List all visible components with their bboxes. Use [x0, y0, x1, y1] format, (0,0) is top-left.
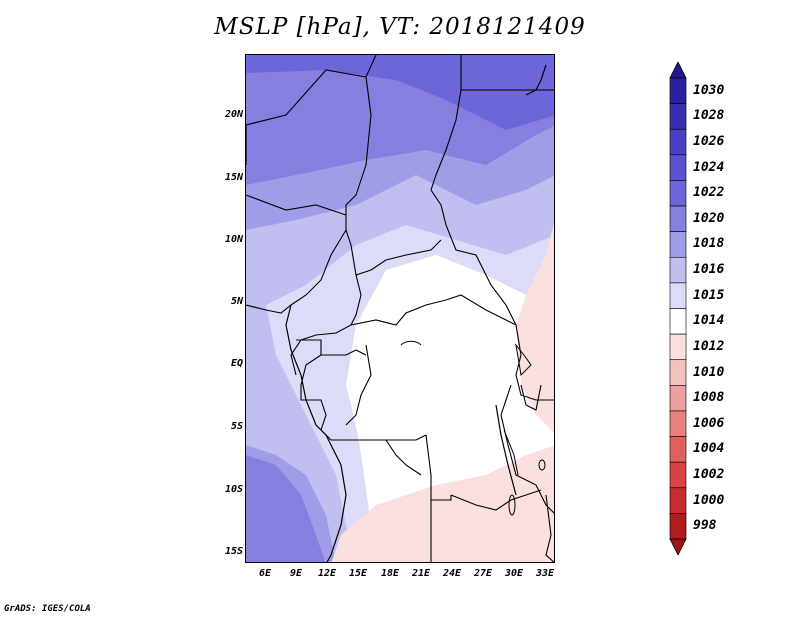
coastlines: [246, 64, 547, 562]
colorbar-label: 1022: [693, 185, 725, 201]
lon-label: 24E: [442, 568, 462, 579]
pressure-1012-area-east: [516, 223, 554, 433]
lon-label: 27E: [473, 568, 493, 579]
colorbar-label: 1024: [693, 159, 725, 175]
colorbar-swatch: [669, 487, 687, 514]
pressure-map: [245, 54, 555, 563]
lat-label: 15N: [224, 172, 243, 183]
colorbar-swatch: [669, 205, 687, 232]
colorbar-label: 1002: [693, 466, 725, 482]
lat-label: 5N: [230, 296, 243, 307]
colorbar-swatch: [669, 77, 687, 104]
colorbar-label: 1004: [693, 441, 725, 457]
colorbar: [669, 62, 687, 555]
lon-label: 33E: [535, 568, 555, 579]
colorbar-label: 1014: [693, 313, 725, 329]
lat-label: 10N: [224, 234, 243, 245]
lat-label: EQ: [230, 358, 243, 369]
colorbar-label: 998: [693, 518, 717, 534]
colorbar-label: 1016: [693, 262, 725, 278]
colorbar-label: 1000: [693, 492, 725, 508]
colorbar-label: 1026: [693, 134, 725, 150]
lon-label: 21E: [411, 568, 431, 579]
pressure-1012-area-south: [331, 445, 554, 562]
colorbar-label: 1010: [693, 364, 725, 380]
colorbar-label: 1006: [693, 415, 725, 431]
colorbar-label: 1028: [693, 108, 725, 124]
colorbar-label: 1030: [693, 82, 725, 98]
colorbar-label: 1018: [693, 236, 725, 252]
colorbar-bottom-arrow: [669, 538, 687, 555]
colorbar-swatch: [669, 513, 687, 540]
map-title: MSLP [hPa], VT: 2018121409: [214, 14, 586, 40]
colorbar-swatch: [669, 461, 687, 489]
lon-label: 12E: [317, 568, 337, 579]
lat-label: 20N: [224, 109, 243, 120]
colorbar-label: 1015: [693, 287, 725, 303]
lon-label: 30E: [504, 568, 524, 579]
colorbar-top-arrow: [669, 62, 687, 79]
lat-label: 10S: [224, 484, 243, 495]
colorbar-swatch: [669, 256, 687, 284]
pressure-1022-area: [246, 55, 554, 130]
lat-label: 5S: [230, 421, 243, 432]
pressure-1020-area-southwest: [246, 455, 326, 562]
colorbar-swatch: [669, 180, 687, 207]
colorbar-swatch: [669, 410, 687, 437]
lon-label: 6E: [258, 568, 272, 579]
colorbar-swatch: [669, 333, 687, 361]
lat-label: 15S: [224, 546, 243, 557]
grads-credit: GrADS: IGES/COLA: [4, 604, 91, 614]
pressure-field: [246, 55, 554, 562]
lon-label: 15E: [348, 568, 368, 579]
colorbar-swatch: [669, 231, 687, 258]
colorbar-label: 1012: [693, 338, 725, 354]
colorbar-swatch: [669, 308, 687, 335]
colorbar-label: 1020: [693, 210, 725, 226]
colorbar-swatch: [669, 359, 687, 386]
colorbar-label: 1008: [693, 390, 725, 406]
colorbar-swatch: [669, 385, 687, 412]
colorbar-swatch: [669, 154, 687, 181]
colorbar-swatch: [669, 128, 687, 156]
lon-label: 18E: [380, 568, 400, 579]
colorbar-swatch: [669, 282, 687, 309]
colorbar-swatch: [669, 436, 687, 463]
lakes: [400, 340, 546, 516]
lon-label: 9E: [289, 568, 303, 579]
colorbar-swatch: [669, 103, 687, 130]
